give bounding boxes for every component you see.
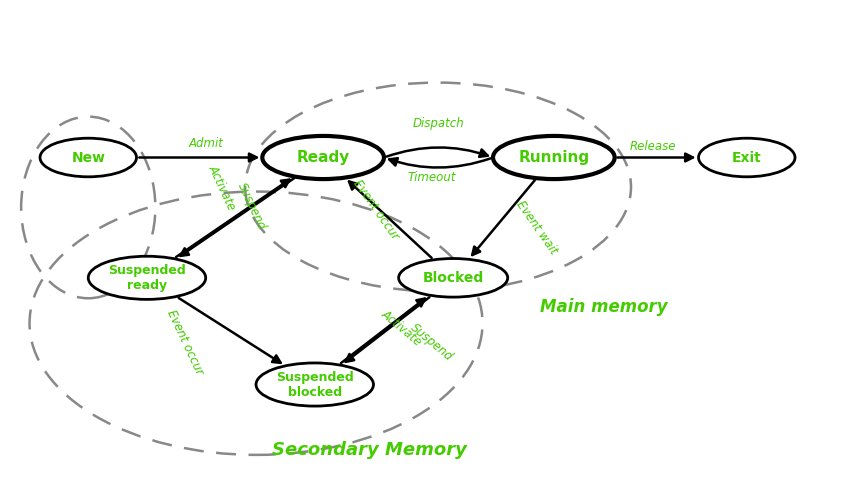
Text: Dispatch: Dispatch (413, 117, 464, 130)
Text: Suspend: Suspend (235, 180, 269, 232)
Text: New: New (71, 151, 105, 165)
Text: Admit: Admit (188, 137, 223, 150)
Text: Release: Release (629, 140, 676, 153)
Text: Running: Running (518, 150, 590, 165)
Text: Event wait: Event wait (514, 199, 560, 257)
Text: Blocked: Blocked (423, 271, 484, 285)
Text: Event occur: Event occur (351, 177, 401, 242)
Text: Suspended
blocked: Suspended blocked (276, 370, 354, 398)
FancyArrowPatch shape (387, 147, 488, 157)
Text: Timeout: Timeout (408, 171, 456, 185)
Text: Suspend: Suspend (407, 321, 455, 364)
Ellipse shape (88, 256, 205, 299)
Text: Event occur: Event occur (164, 308, 205, 377)
Text: Main memory: Main memory (540, 298, 668, 316)
Ellipse shape (493, 136, 615, 179)
Text: Suspended
ready: Suspended ready (108, 264, 186, 292)
FancyArrowPatch shape (389, 158, 490, 168)
Text: Secondary Memory: Secondary Memory (272, 441, 467, 459)
Ellipse shape (698, 138, 795, 177)
Ellipse shape (262, 136, 384, 179)
Text: Ready: Ready (296, 150, 350, 165)
Ellipse shape (399, 258, 508, 297)
Text: Exit: Exit (732, 151, 762, 165)
Ellipse shape (40, 138, 136, 177)
Text: Activate: Activate (378, 307, 424, 348)
Ellipse shape (256, 363, 373, 406)
Text: Activate: Activate (205, 163, 238, 213)
